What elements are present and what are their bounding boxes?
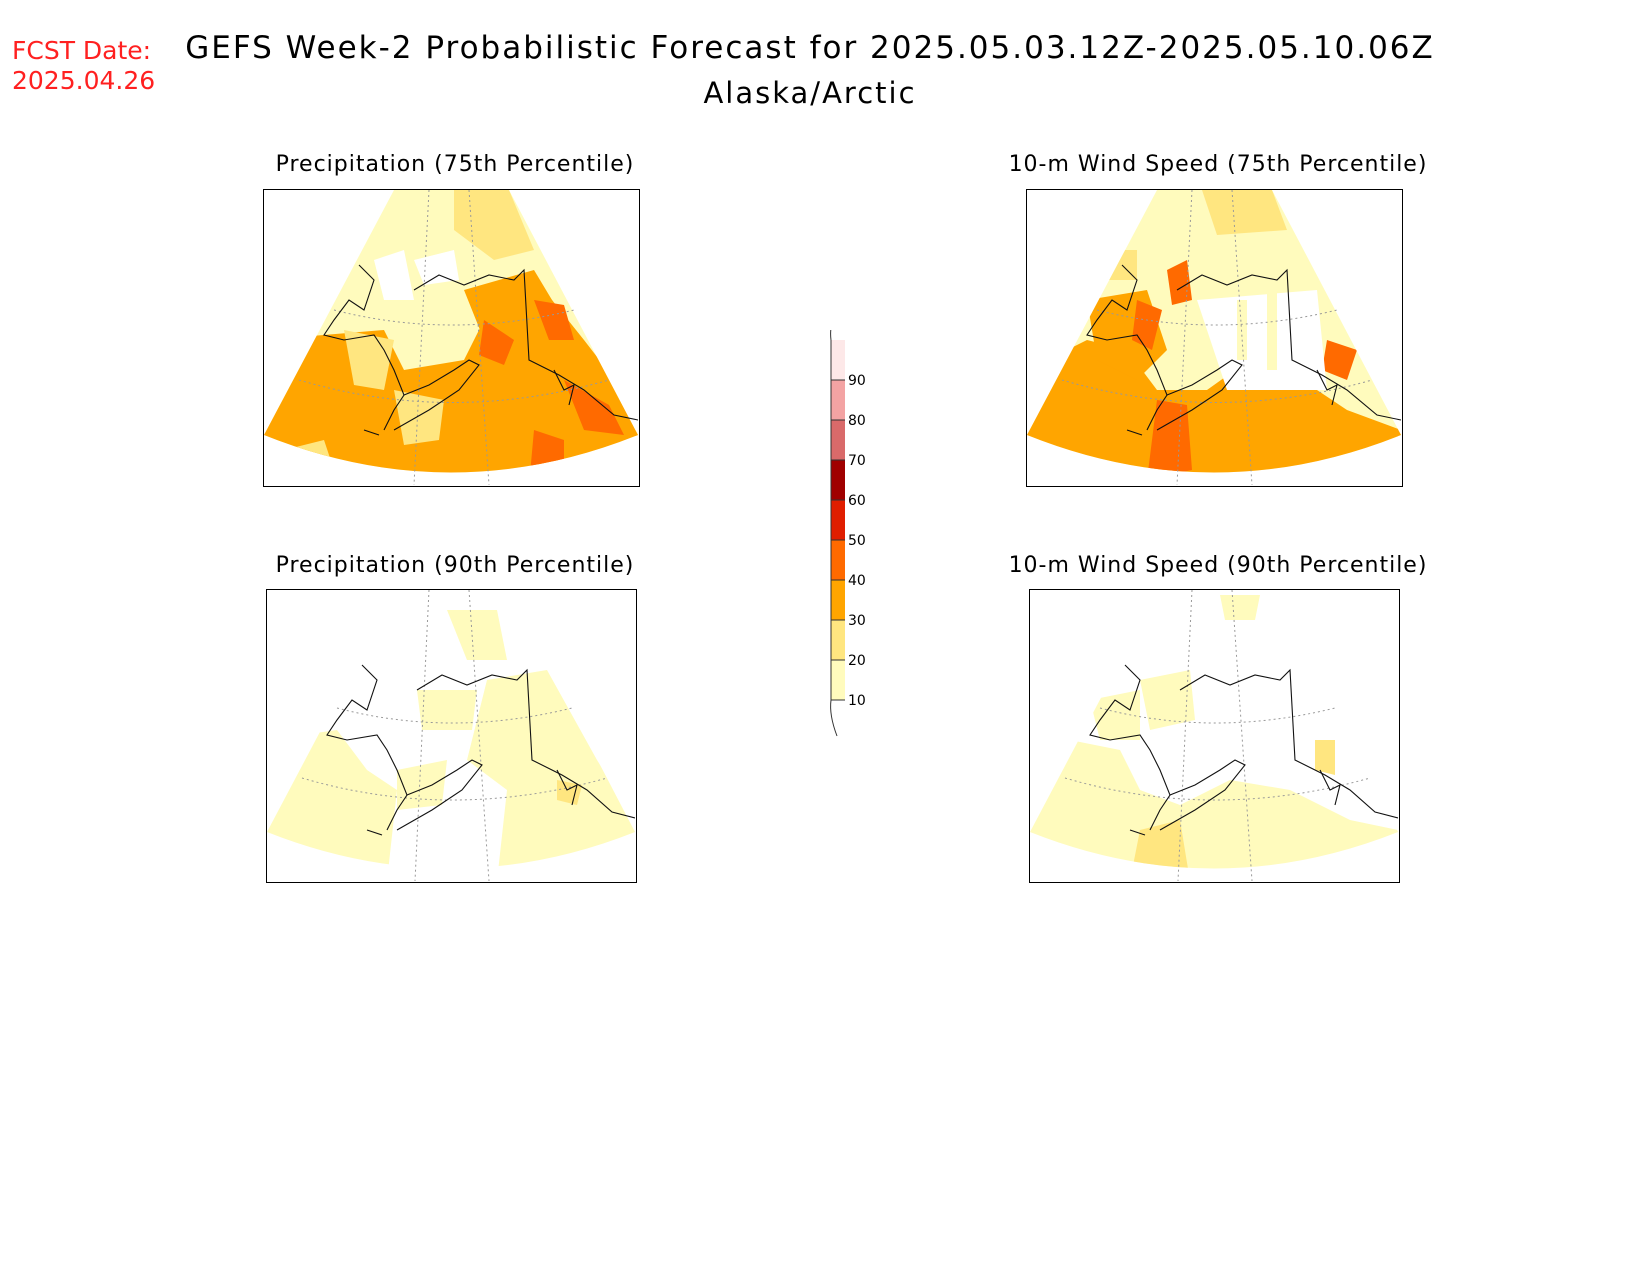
map-precip-75: [263, 189, 640, 487]
colorbar-tick-label: 70: [848, 453, 866, 469]
precip-90-field: [267, 590, 635, 869]
forecast-date-label: FCST Date:: [12, 36, 152, 65]
graticule: [1064, 590, 1371, 881]
precip-75-field: [264, 190, 638, 473]
panel-title-wind-75: 10-m Wind Speed (75th Percentile): [1008, 152, 1428, 177]
colorbar-tick-label: 20: [848, 653, 866, 669]
forecast-date-value: 2025.04.26: [12, 66, 156, 95]
panel-title-wind-90: 10-m Wind Speed (90th Percentile): [1008, 553, 1428, 578]
map-wind-90: [1029, 589, 1400, 883]
colorbar-tick-label: 30: [848, 613, 866, 629]
colorbar-bottom-cap: [830, 699, 838, 737]
map-wind-75: [1026, 189, 1403, 487]
colorbar-segment: [831, 380, 845, 420]
graticule: [301, 590, 608, 881]
graticule: [298, 190, 610, 485]
page-title: GEFS Week-2 Probabilistic Forecast for 2…: [185, 30, 1435, 66]
panel-title-precip-90: Precipitation (90th Percentile): [275, 553, 635, 578]
colorbar-tick-label: 80: [848, 413, 866, 429]
colorbar-tick-label: 50: [848, 533, 866, 549]
map-precip-90: [266, 589, 637, 883]
colorbar-top-cap: [830, 309, 838, 341]
colorbar-segment: [831, 660, 845, 700]
colorbar: 10 20 30 40 50 60 70 80 90: [800, 309, 870, 754]
colorbar-segment: [831, 500, 845, 540]
colorbar-segment: [831, 580, 845, 620]
forecast-date: FCST Date: 2025.04.26: [12, 36, 155, 96]
colorbar-tick-label: 40: [848, 573, 866, 589]
colorbar-tick-label: 10: [848, 693, 866, 709]
panel-title-precip-75: Precipitation (75th Percentile): [275, 152, 635, 177]
coastline: [1089, 664, 1398, 836]
colorbar-segment: [831, 620, 845, 660]
colorbar-segment: [831, 460, 845, 500]
wind-90-field: [1030, 590, 1398, 869]
coastline: [326, 664, 635, 836]
colorbar-tick-label: 90: [848, 373, 866, 389]
colorbar-segment: [831, 540, 845, 580]
wind-75-field: [1027, 190, 1401, 473]
region-subtitle: Alaska/Arctic: [703, 76, 917, 110]
graticule: [1061, 190, 1373, 485]
coastline: [323, 264, 638, 436]
colorbar-segment: [831, 340, 845, 380]
coastline: [1086, 264, 1401, 436]
colorbar-svg: 10 20 30 40 50 60 70 80 90: [830, 309, 866, 737]
colorbar-tick-label: 60: [848, 493, 866, 509]
colorbar-segment: [831, 420, 845, 460]
